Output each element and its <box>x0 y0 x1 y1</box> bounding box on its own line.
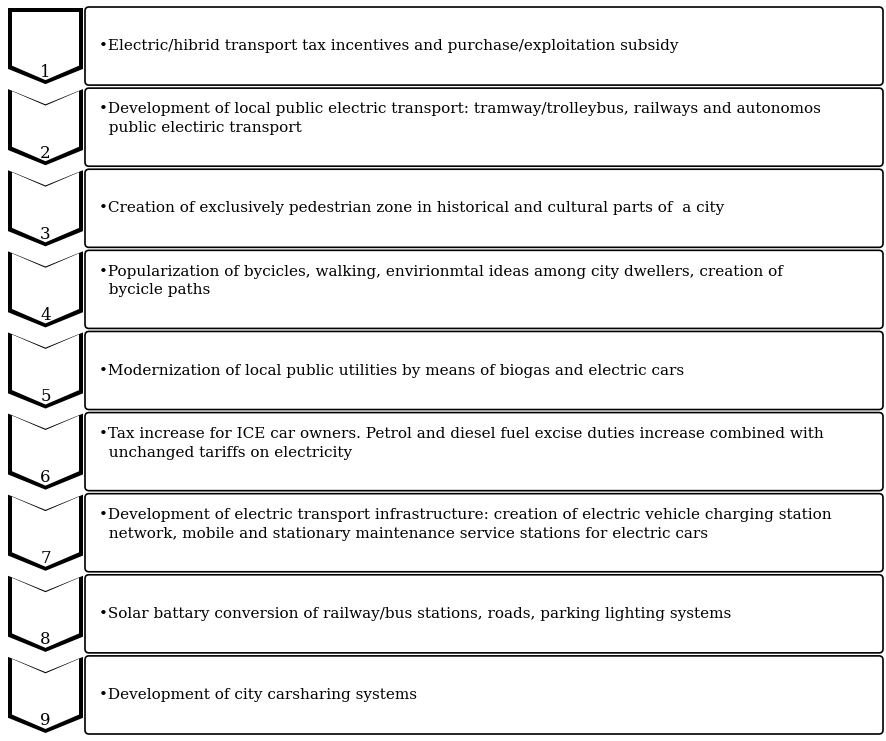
Text: •Development of electric transport infrastructure: creation of electric vehicle : •Development of electric transport infra… <box>99 508 831 541</box>
Text: 6: 6 <box>40 469 51 486</box>
Text: 7: 7 <box>40 551 51 568</box>
Text: 3: 3 <box>40 226 51 243</box>
Polygon shape <box>8 89 83 165</box>
FancyBboxPatch shape <box>85 7 882 85</box>
Polygon shape <box>12 172 79 242</box>
Text: 9: 9 <box>40 713 51 729</box>
FancyBboxPatch shape <box>85 169 882 247</box>
FancyBboxPatch shape <box>85 331 882 410</box>
Polygon shape <box>12 416 79 485</box>
Polygon shape <box>8 495 83 571</box>
Text: 2: 2 <box>40 144 51 162</box>
Polygon shape <box>12 334 79 405</box>
Text: •Creation of exclusively pedestrian zone in historical and cultural parts of  a : •Creation of exclusively pedestrian zone… <box>99 202 724 216</box>
Polygon shape <box>12 12 79 80</box>
Polygon shape <box>8 657 83 733</box>
Polygon shape <box>8 576 83 652</box>
Polygon shape <box>8 251 83 328</box>
Polygon shape <box>12 578 79 648</box>
Text: •Solar battary conversion of railway/bus stations, roads, parking lighting syste: •Solar battary conversion of railway/bus… <box>99 607 730 621</box>
Polygon shape <box>12 496 79 567</box>
Polygon shape <box>8 333 83 408</box>
Text: 1: 1 <box>40 64 51 81</box>
Text: •Electric/hibrid transport tax incentives and purchase/exploitation subsidy: •Electric/hibrid transport tax incentive… <box>99 39 678 53</box>
Text: •Development of local public electric transport: tramway/trolleybus, railways an: •Development of local public electric tr… <box>99 102 820 135</box>
FancyBboxPatch shape <box>85 88 882 166</box>
FancyBboxPatch shape <box>85 250 882 328</box>
Text: •Popularization of bycicles, walking, envirionmtal ideas among city dwellers, cr: •Popularization of bycicles, walking, en… <box>99 265 782 297</box>
Text: •Tax increase for ICE car owners. Petrol and diesel fuel excise duties increase : •Tax increase for ICE car owners. Petrol… <box>99 427 823 459</box>
Polygon shape <box>8 8 83 84</box>
Polygon shape <box>8 413 83 490</box>
Text: 5: 5 <box>40 388 51 405</box>
Polygon shape <box>12 253 79 323</box>
Polygon shape <box>12 659 79 729</box>
Text: 8: 8 <box>40 631 51 648</box>
Text: •Development of city carsharing systems: •Development of city carsharing systems <box>99 688 416 702</box>
FancyBboxPatch shape <box>85 656 882 734</box>
Polygon shape <box>8 170 83 246</box>
FancyBboxPatch shape <box>85 575 882 653</box>
FancyBboxPatch shape <box>85 494 882 572</box>
Text: 4: 4 <box>40 307 51 324</box>
Polygon shape <box>12 91 79 162</box>
Text: •Modernization of local public utilities by means of biogas and electric cars: •Modernization of local public utilities… <box>99 364 683 377</box>
FancyBboxPatch shape <box>85 413 882 491</box>
